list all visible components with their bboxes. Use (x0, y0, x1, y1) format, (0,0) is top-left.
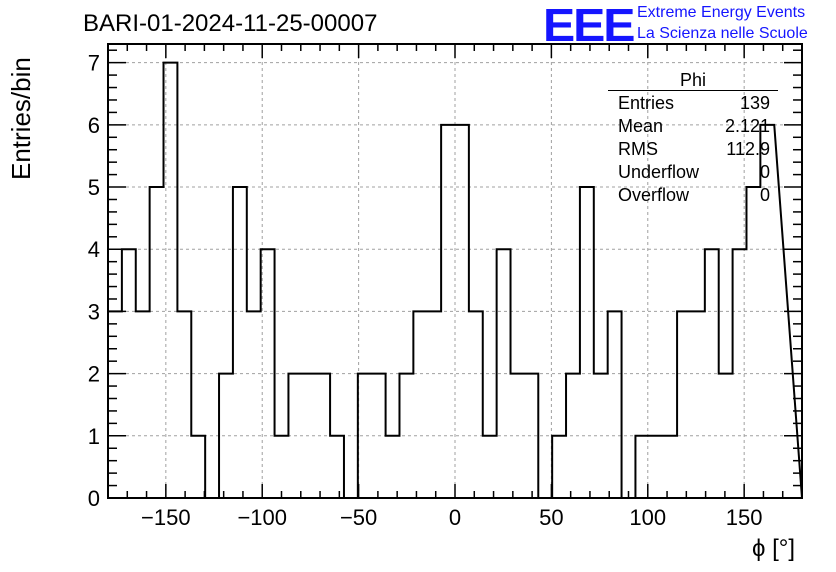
y-tick-label: 0 (88, 486, 100, 511)
x-tick-label: −100 (237, 505, 287, 530)
x-tick-label: 50 (539, 505, 563, 530)
x-tick-label: −150 (141, 505, 191, 530)
stats-label: Underflow (618, 162, 700, 182)
stats-row-rms: RMS 112.9 (608, 138, 778, 161)
stats-box: Phi Entries 139 Mean 2.121 RMS 112.9 Und… (608, 70, 778, 207)
chart-title: BARI-01-2024-11-25-00007 (83, 10, 378, 37)
y-tick-label: 1 (88, 424, 100, 449)
stats-separator (608, 90, 778, 91)
stats-label: Entries (618, 93, 675, 113)
y-tick-label: 6 (88, 113, 100, 138)
stats-label: RMS (618, 139, 658, 159)
stats-title: Phi (679, 70, 706, 90)
y-tick-label: 3 (88, 299, 100, 324)
y-tick-label: 7 (88, 51, 100, 76)
stats-row-underflow: Underflow 0 (608, 161, 778, 184)
logo-line-1: Extreme Energy Events (637, 4, 806, 21)
x-axis-label: ϕ [°] (752, 535, 796, 562)
x-tick-label: 150 (726, 505, 763, 530)
stats-value: 139 (739, 93, 770, 113)
axis-ticks (107, 44, 803, 499)
y-tick-label: 4 (88, 237, 100, 262)
stats-value: 0 (759, 162, 770, 182)
tick-labels: −150 −100 −50 0 50 100 150 0 1 2 3 4 5 6 7 (88, 51, 763, 530)
stats-row-entries: Entries 139 (608, 92, 778, 115)
histogram-series (107, 61, 803, 499)
y-tick-label: 2 (88, 362, 100, 387)
stats-value: 0 (759, 185, 770, 205)
stats-value: 112.9 (726, 139, 770, 159)
y-tick-label: 5 (88, 175, 100, 200)
x-tick-label: 100 (629, 505, 666, 530)
x-tick-label: 0 (449, 505, 461, 530)
stats-row-mean: Mean 2.121 (608, 115, 778, 138)
x-tick-label: −50 (340, 505, 377, 530)
eee-logo-mark: EEE (543, 0, 635, 51)
y-axis-label: Entries/bin (6, 57, 36, 180)
logo-line-2: La Scienza nelle Scuole (637, 25, 808, 42)
stats-label: Mean (618, 116, 664, 136)
stats-label: Overflow (618, 185, 690, 205)
stats-row-overflow: Overflow 0 (608, 184, 778, 207)
stats-value: 2.121 (724, 116, 770, 136)
